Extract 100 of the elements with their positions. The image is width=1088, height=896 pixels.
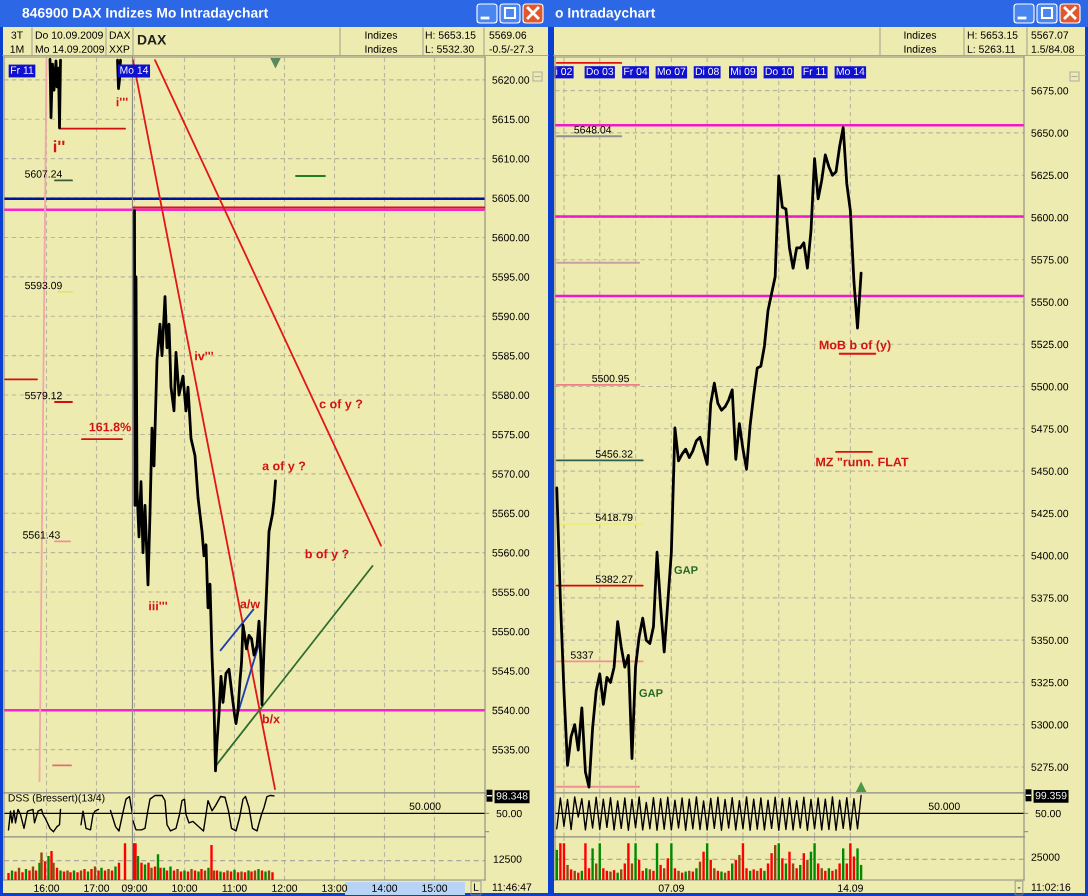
text: o Intradaychart: [555, 7, 656, 21]
y-tick-label: 5595.00: [492, 273, 530, 281]
text: Indizes: [365, 45, 398, 53]
text: Indizes: [904, 45, 937, 53]
y-tick-label: 5535.00: [492, 746, 530, 754]
y-tick-label: 5525.00: [1031, 340, 1069, 349]
y-tick-label: 5275.00: [1031, 763, 1069, 771]
text: XXP: [109, 45, 130, 53]
annotation: b/x: [262, 714, 280, 724]
text: 3T: [11, 31, 23, 39]
data-label: 5500.95: [592, 374, 629, 383]
text: DAX: [109, 31, 131, 39]
y-tick-label: 5650.00: [1031, 129, 1069, 137]
y-tick-label: 5375.00: [1031, 594, 1069, 602]
y-tick-label: 5565.00: [492, 509, 530, 518]
text: -: [1017, 887, 1021, 889]
annotation: GAP: [674, 566, 698, 574]
text: 12500: [493, 855, 522, 863]
annotation: GAP: [639, 689, 663, 697]
y-tick-label: 5590.00: [492, 312, 530, 321]
data-label: 5418.79: [595, 513, 633, 522]
text: H: 5653.15: [425, 31, 476, 39]
y-tick-label: 5500.00: [1031, 383, 1069, 391]
data-label: 5337: [570, 651, 594, 659]
x-tick-label: i 02: [556, 67, 572, 76]
annotation: MoB b of (y): [819, 340, 891, 352]
y-tick-label: 5350.00: [1031, 636, 1069, 645]
data-label: 5648.04: [574, 126, 612, 134]
annotation: 161.8%: [89, 422, 131, 432]
text: 5567.07: [1031, 31, 1069, 39]
x-tick-label: Mi 09: [731, 67, 756, 76]
data-label: 5382.27: [595, 575, 633, 583]
y-tick-label: 5575.00: [1031, 256, 1069, 264]
x-tick-label: 12:00: [272, 884, 298, 892]
y-tick-label: 5600.00: [1031, 213, 1069, 222]
x-tick-label: 15:00: [422, 884, 448, 892]
x-tick-label: Fr 11: [803, 67, 826, 75]
text: 1M: [10, 45, 24, 53]
x-tick-label: 10:00: [172, 884, 198, 892]
data-label: 5561.43: [23, 531, 60, 539]
y-tick-label: 5580.00: [492, 391, 530, 399]
y-tick-label: 50.00: [1035, 809, 1061, 818]
y-tick-label: 5545.00: [492, 667, 530, 675]
text: 11:02:16: [1031, 883, 1071, 891]
x-tick-label: 07.09: [658, 884, 684, 892]
text: 1.5/84.08: [1031, 45, 1074, 53]
y-tick-label: 99.359: [1035, 791, 1067, 800]
y-tick-label: 98.348: [496, 792, 528, 800]
text: 25000: [1031, 853, 1060, 861]
text: Mo 14.09.2009: [35, 45, 104, 53]
x-tick-label: Do 03: [586, 67, 614, 76]
annotation: iii''': [149, 601, 168, 611]
annotation: i''': [116, 97, 128, 107]
y-tick-label: 5610.00: [492, 155, 530, 163]
y-tick-label: 5550.00: [492, 627, 530, 636]
x-tick-label: 13:00: [322, 884, 348, 892]
x-tick-label: Di 08: [695, 67, 719, 76]
text: Indizes: [365, 31, 398, 39]
x-tick-label: 17:00: [84, 884, 110, 892]
text: L: [473, 883, 479, 891]
y-tick-label: 50.00: [496, 809, 522, 818]
annotation: a of y ?: [262, 461, 306, 473]
text: Indizes: [904, 31, 937, 39]
y-tick-label: 5575.00: [492, 430, 530, 439]
text: L: 5532.30: [425, 45, 474, 53]
x-tick-label: 09:00: [121, 884, 148, 892]
y-tick-label: 5300.00: [1031, 721, 1069, 729]
y-tick-label: 5425.00: [1031, 509, 1069, 518]
ref-line-label: 50.000: [928, 802, 960, 810]
annotation: c of y ?: [319, 399, 363, 411]
annotation: i'': [53, 140, 65, 153]
x-tick-label: Mo 07: [657, 67, 686, 76]
data-label: 5456.32: [595, 450, 633, 458]
annotation: iv''': [195, 351, 214, 361]
x-tick-label: Mo 14: [836, 67, 865, 76]
y-tick-label: 5600.00: [492, 233, 530, 242]
y-tick-label: 5675.00: [1031, 87, 1069, 95]
data-label: 5607.24: [25, 170, 62, 178]
y-tick-label: 5555.00: [492, 588, 530, 596]
annotation: a/w: [240, 599, 261, 609]
y-tick-label: 5560.00: [492, 549, 530, 557]
text: L: 5263.11: [967, 45, 1015, 53]
x-tick-label: Do 10: [765, 67, 793, 76]
x-tick-label: 11:00: [222, 884, 247, 892]
y-tick-label: 5400.00: [1031, 552, 1069, 560]
chart-title: DSS (Bressert)(13/4): [8, 793, 105, 804]
y-tick-label: 5620.00: [492, 76, 530, 84]
y-tick-label: 5475.00: [1031, 425, 1069, 433]
y-tick-label: 5585.00: [492, 352, 530, 360]
x-tick-label: 14.09: [838, 884, 863, 892]
y-tick-label: 5540.00: [492, 706, 530, 715]
y-tick-label: 5570.00: [492, 470, 530, 478]
x-tick-label: 16:00: [34, 884, 60, 892]
y-tick-label: 5550.00: [1031, 298, 1069, 306]
text: 846900 DAX Indizes Mo Intradaychart: [22, 7, 269, 21]
text: -0.5/-27.3: [489, 45, 534, 53]
text: Do 10.09.2009: [35, 31, 103, 39]
y-tick-label: 5450.00: [1031, 467, 1069, 475]
text: DAX: [137, 35, 167, 45]
y-tick-label: 5605.00: [492, 194, 530, 202]
